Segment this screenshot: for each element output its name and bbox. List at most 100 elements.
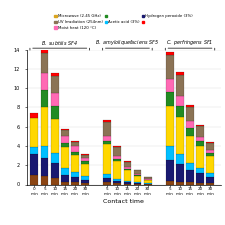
Bar (51, 76, 58, 93)
Bar (207, 143, 214, 151)
Bar (113, 183, 121, 184)
Bar (51, 153, 58, 163)
Bar (134, 170, 142, 174)
Bar (81, 183, 89, 184)
Bar (124, 169, 131, 170)
Bar (103, 120, 111, 122)
Text: $C.\ perfringens$ SF1: $C.\ perfringens$ SF1 (166, 38, 214, 47)
Bar (71, 141, 79, 142)
Bar (113, 178, 121, 181)
Bar (41, 146, 48, 158)
Text: $B.\ amyloliquefaciens$ SF5: $B.\ amyloliquefaciens$ SF5 (95, 38, 159, 47)
Bar (41, 73, 48, 90)
Bar (71, 155, 79, 172)
Bar (51, 163, 58, 178)
Bar (176, 154, 184, 164)
Bar (124, 181, 131, 182)
Bar (186, 128, 194, 136)
Bar (166, 79, 173, 92)
Bar (186, 105, 194, 107)
Bar (186, 136, 194, 163)
Bar (103, 136, 111, 141)
Bar (196, 126, 204, 137)
Bar (166, 55, 173, 79)
Bar (61, 143, 69, 147)
Bar (166, 106, 173, 146)
Bar (61, 128, 69, 130)
Bar (144, 180, 152, 183)
Bar (61, 130, 69, 136)
Bar (51, 93, 58, 106)
Bar (103, 144, 111, 174)
Bar (207, 156, 214, 173)
Bar (113, 161, 121, 178)
Bar (207, 142, 214, 143)
Bar (207, 153, 214, 156)
Bar (61, 147, 69, 168)
Bar (124, 162, 131, 167)
Bar (71, 172, 79, 177)
Bar (51, 73, 58, 76)
Bar (166, 160, 173, 181)
Bar (41, 46, 48, 53)
Bar (81, 155, 89, 158)
Bar (207, 183, 214, 184)
Bar (81, 176, 89, 180)
Bar (134, 183, 142, 184)
Bar (103, 122, 111, 136)
Bar (61, 182, 69, 184)
Bar (41, 158, 48, 176)
Bar (196, 137, 204, 141)
Bar (30, 175, 38, 184)
Bar (113, 181, 121, 183)
Bar (176, 96, 184, 106)
Bar (41, 107, 48, 146)
Bar (61, 175, 69, 182)
Bar (176, 164, 184, 182)
Bar (144, 179, 152, 180)
Bar (81, 158, 89, 161)
Bar (166, 146, 173, 160)
Bar (113, 156, 121, 160)
Bar (134, 174, 142, 175)
Bar (113, 147, 121, 156)
Bar (196, 141, 204, 146)
Bar (186, 182, 194, 184)
Bar (81, 154, 89, 155)
Bar (176, 117, 184, 154)
Bar (81, 164, 89, 176)
Bar (196, 146, 204, 168)
Bar (71, 177, 79, 182)
X-axis label: Contact time: Contact time (103, 199, 144, 204)
Bar (186, 121, 194, 128)
Bar (103, 178, 111, 182)
Bar (113, 160, 121, 161)
Bar (81, 180, 89, 183)
Bar (41, 176, 48, 184)
Bar (144, 183, 152, 184)
Bar (30, 113, 38, 118)
Bar (124, 182, 131, 184)
Bar (196, 183, 204, 184)
Bar (207, 151, 214, 153)
Bar (30, 147, 38, 154)
Bar (51, 106, 58, 119)
Bar (103, 182, 111, 184)
Bar (124, 167, 131, 169)
Bar (186, 107, 194, 121)
Bar (207, 177, 214, 183)
Bar (124, 161, 131, 162)
Bar (30, 154, 38, 175)
Bar (144, 177, 152, 179)
Bar (103, 174, 111, 178)
Bar (186, 163, 194, 170)
Bar (176, 72, 184, 74)
Bar (134, 175, 142, 176)
Bar (207, 173, 214, 177)
Bar (71, 182, 79, 184)
Bar (124, 170, 131, 181)
Bar (196, 168, 204, 173)
Bar (103, 141, 111, 144)
Bar (71, 152, 79, 155)
Bar (166, 92, 173, 106)
